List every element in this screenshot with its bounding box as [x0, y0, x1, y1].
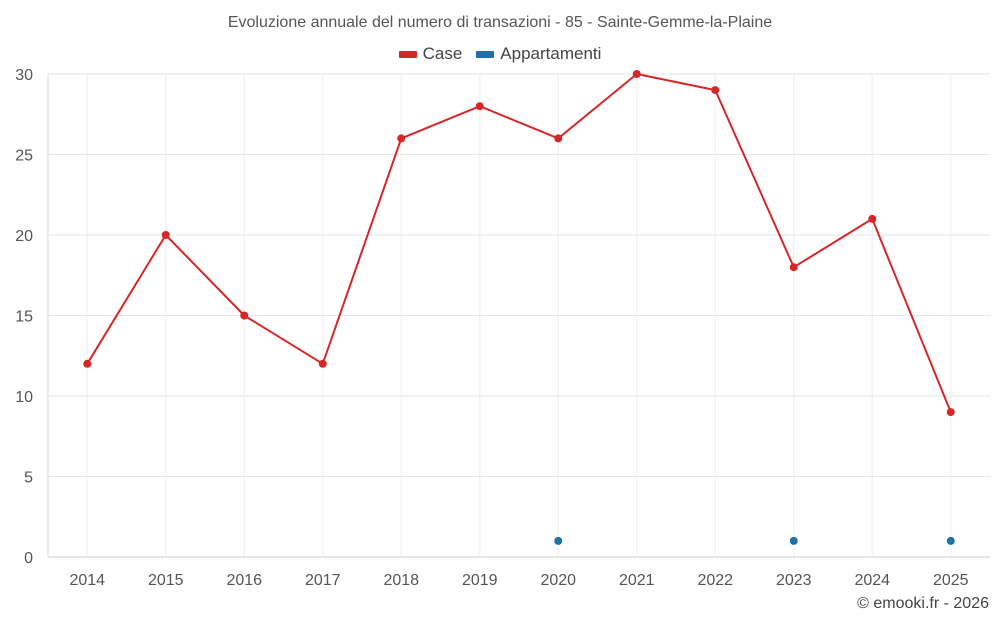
- chart-title: Evoluzione annuale del numero di transaz…: [227, 14, 773, 31]
- x-tick-label: 2023: [776, 572, 812, 589]
- y-tick-label: 30: [15, 67, 33, 84]
- data-point-case: [318, 359, 327, 368]
- legend-item-appartamenti[interactable]: Appartamenti: [476, 44, 601, 64]
- x-tick-label: 2018: [383, 572, 419, 589]
- x-tick-label: 2017: [305, 572, 341, 589]
- data-point-case: [946, 408, 955, 417]
- data-point-appartamenti: [789, 536, 798, 545]
- y-tick-label: 20: [15, 228, 33, 245]
- y-tick-label: 10: [15, 389, 33, 406]
- legend-swatch-case: [398, 50, 417, 58]
- x-tick-label: 2024: [854, 572, 890, 589]
- y-tick-label: 25: [15, 148, 33, 165]
- legend: Case Appartamenti: [0, 44, 1000, 64]
- data-point-appartamenti: [946, 536, 955, 545]
- x-tick-label: 2021: [619, 572, 655, 589]
- legend-item-case[interactable]: Case: [398, 44, 463, 64]
- data-point-case: [397, 134, 406, 143]
- data-point-appartamenti: [554, 536, 563, 545]
- copyright-credit: © emooki.fr - 2026: [857, 595, 989, 612]
- x-tick-label: 2014: [69, 572, 105, 589]
- data-point-case: [632, 70, 641, 78]
- x-tick-label: 2025: [933, 572, 969, 589]
- x-tick-label: 2019: [462, 572, 498, 589]
- data-point-case: [554, 134, 563, 143]
- x-tick-label: 2020: [540, 572, 576, 589]
- data-point-case: [711, 86, 720, 95]
- data-point-case: [475, 102, 484, 111]
- x-tick-label: 2015: [148, 572, 184, 589]
- y-tick-label: 0: [24, 550, 33, 567]
- x-tick-label: 2022: [697, 572, 733, 589]
- legend-label-appartamenti: Appartamenti: [500, 44, 602, 63]
- data-point-case: [161, 231, 170, 239]
- x-tick-label: 2016: [226, 572, 262, 589]
- legend-swatch-appartamenti: [476, 50, 495, 58]
- y-tick-label: 5: [24, 470, 33, 487]
- data-point-case: [83, 359, 92, 368]
- data-point-case: [789, 263, 798, 272]
- legend-label-case: Case: [422, 44, 463, 63]
- data-point-case: [240, 311, 249, 320]
- y-tick-label: 15: [15, 309, 33, 326]
- data-point-case: [868, 214, 877, 223]
- series-line-case: [86, 73, 952, 413]
